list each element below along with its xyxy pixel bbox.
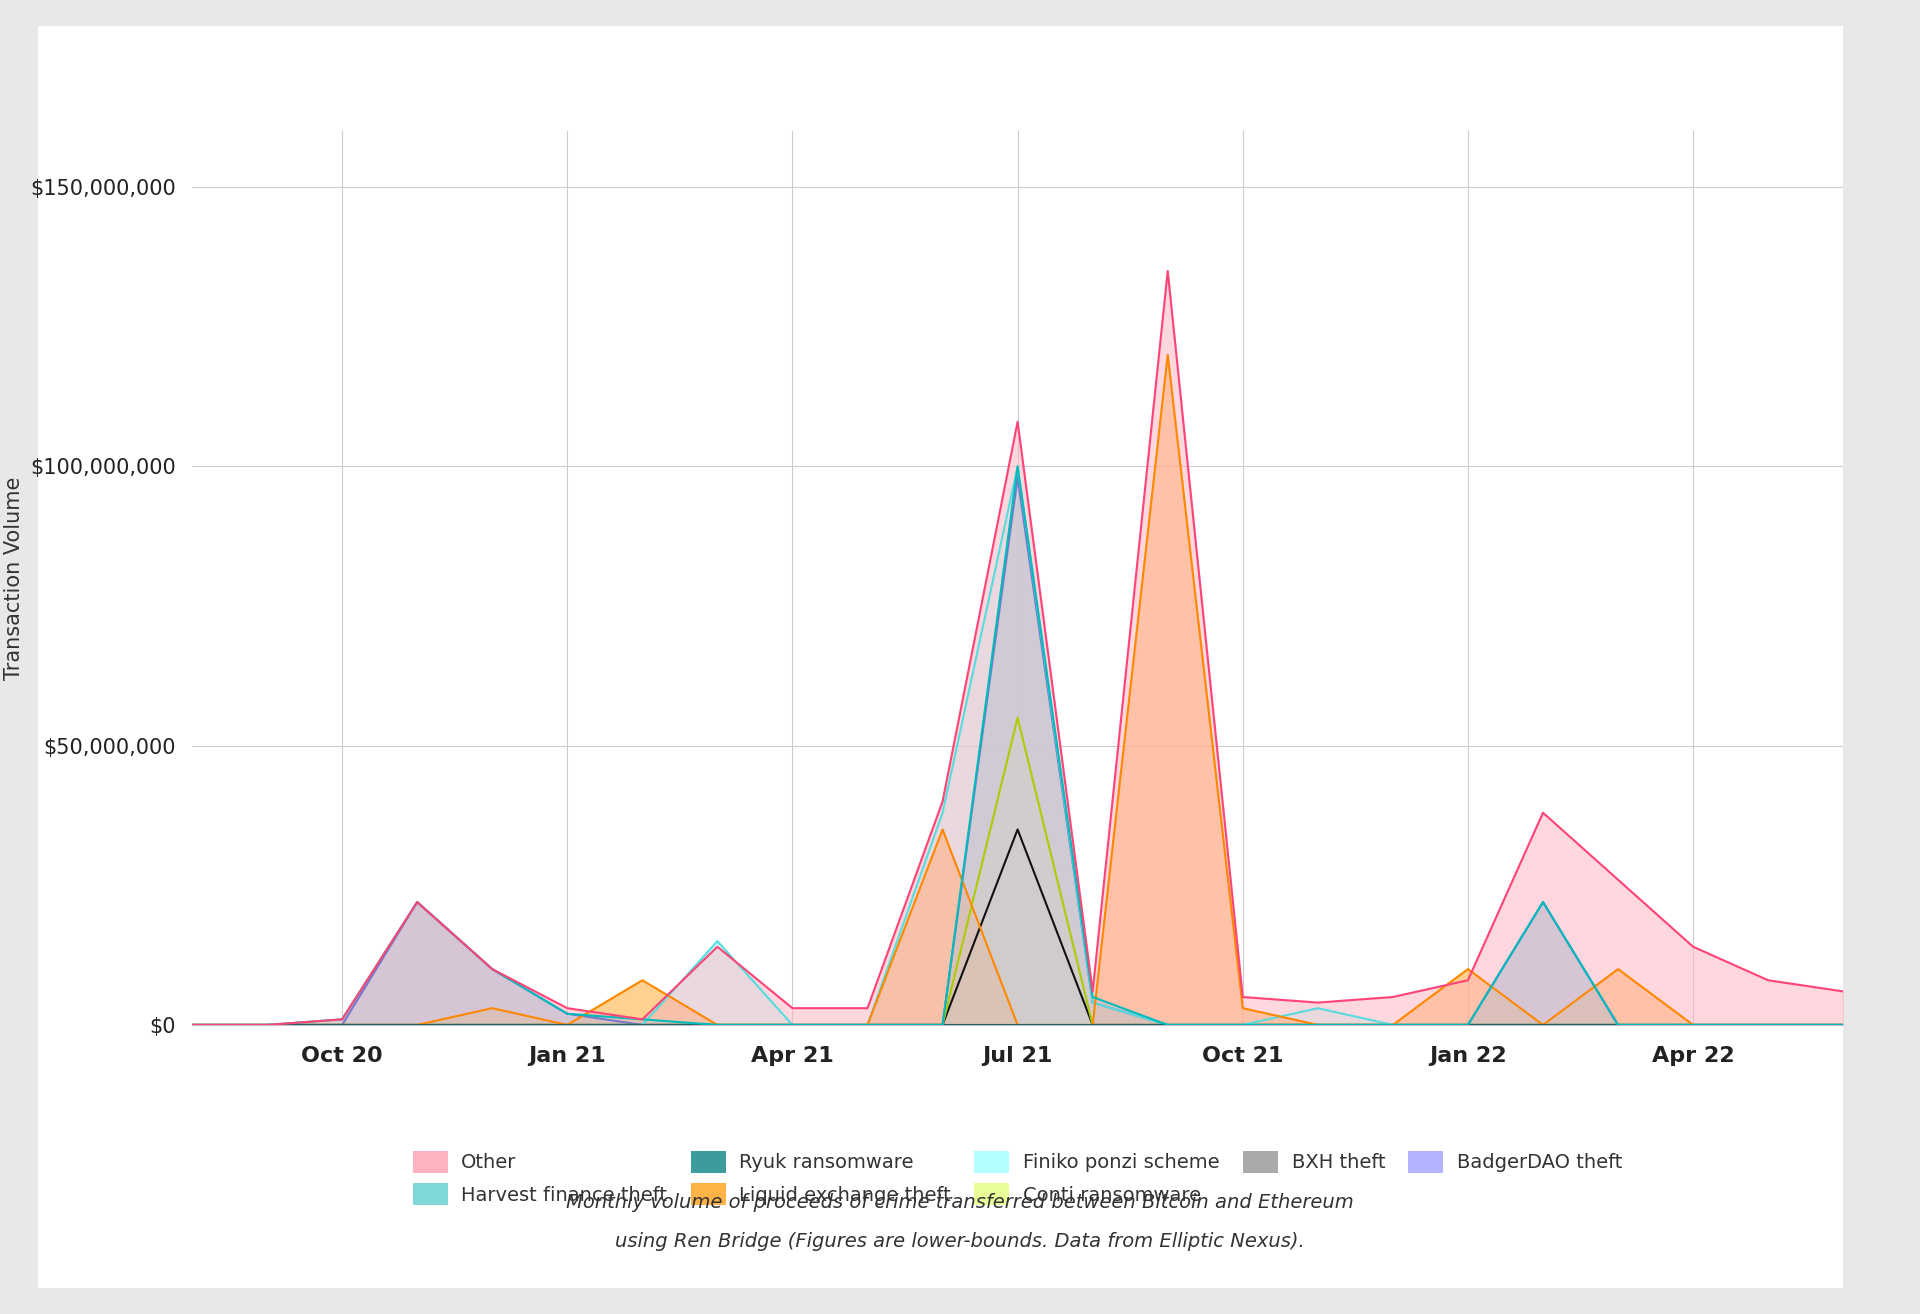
Text: using Ren Bridge (Figures are lower-bounds. Data from Elliptic Nexus).: using Ren Bridge (Figures are lower-boun… [614,1233,1306,1251]
Legend: Other, Harvest finance theft, Ryuk ransomware, Liquid exchange theft, Finiko pon: Other, Harvest finance theft, Ryuk ranso… [413,1151,1622,1205]
Text: Monthly volume of proceeds of crime transferred between Bitcoin and Ethereum: Monthly volume of proceeds of crime tran… [566,1193,1354,1212]
Y-axis label: Transaction Volume: Transaction Volume [4,477,23,679]
